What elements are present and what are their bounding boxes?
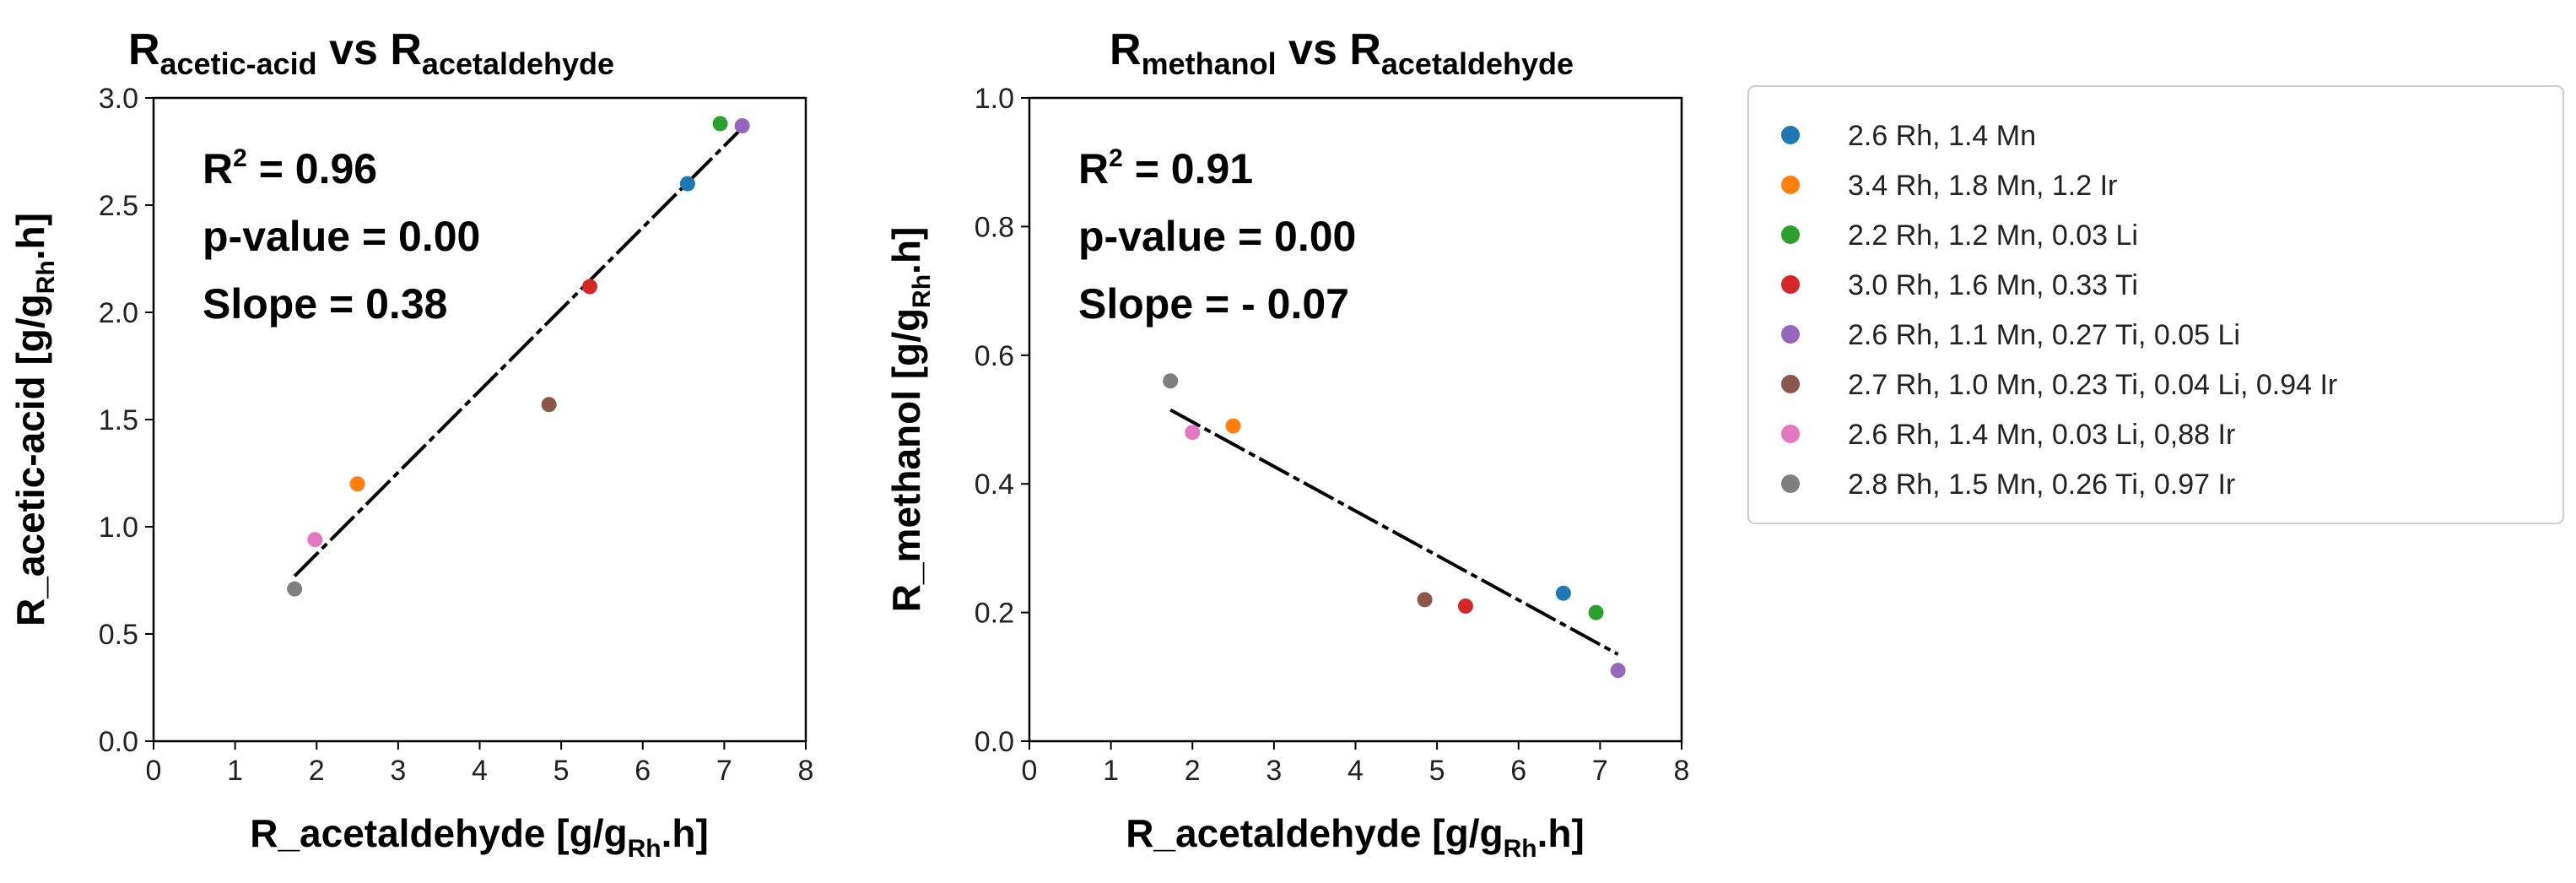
- p-value-annotation: p-value = 0.00: [203, 213, 480, 260]
- y-tick-label: 1.0: [99, 512, 138, 544]
- x-tick-label: 6: [635, 755, 651, 787]
- x-tick-label: 2: [1185, 755, 1201, 787]
- slope-annotation: Slope = 0.38: [203, 280, 447, 328]
- legend-marker: [1781, 375, 1800, 393]
- x-axis-label: R_acetaldehyde [g/gRh.h]: [250, 811, 709, 863]
- y-tick-label: 0.4: [975, 469, 1014, 501]
- legend-frame: [1747, 85, 2564, 524]
- legend-label: 2.7 Rh, 1.0 Mn, 0.23 Ti, 0.04 Li, 0.94 I…: [1848, 369, 2337, 401]
- legend-label: 2.6 Rh, 1.4 Mn: [1848, 120, 2036, 152]
- x-ticks: 0 1 2 3 4 5 6 7 8: [146, 741, 814, 787]
- data-point: [1588, 604, 1604, 620]
- y-axis-label: R_methanol [g/gRh.h]: [884, 227, 936, 613]
- regression-line: [1169, 408, 1619, 656]
- x-tick-label: 1: [1103, 755, 1119, 787]
- data-point: [734, 118, 750, 134]
- y-tick-label: 0.6: [975, 340, 1014, 372]
- data-point: [1457, 598, 1473, 614]
- data-point: [541, 397, 557, 413]
- x-tick-label: 4: [472, 755, 488, 787]
- legend-marker: [1781, 275, 1800, 294]
- legend-label: 2.8 Rh, 1.5 Mn, 0.26 Ti, 0.97 Ir: [1848, 469, 2235, 501]
- x-tick-label: 7: [716, 755, 732, 787]
- p-value-annotation: p-value = 0.00: [1078, 213, 1356, 260]
- y-tick-label: 2.5: [99, 190, 138, 222]
- legend-marker: [1781, 425, 1800, 443]
- y-axis-label: R_acetic-acid [g/gRh.h]: [8, 213, 60, 626]
- legend-marker: [1781, 474, 1800, 493]
- x-tick-label: 7: [1592, 755, 1608, 787]
- y-tick-label: 1.0: [975, 83, 1014, 115]
- plot-frame: [152, 96, 807, 743]
- slope-annotation: Slope = - 0.07: [1078, 280, 1349, 328]
- legend-marker: [1781, 225, 1800, 244]
- x-tick-label: 3: [390, 755, 406, 787]
- legend-label: 3.4 Rh, 1.8 Mn, 1.2 Ir: [1848, 170, 2117, 202]
- data-point: [349, 476, 365, 492]
- methanol-plot: Rmethanol vs Racetaldehyde 0 1 2 3 4 5 6 7 8 0.0…: [884, 25, 1689, 863]
- r-squared-annotation: R2 = 0.96: [203, 144, 377, 192]
- legend-label: 2.2 Rh, 1.2 Mn, 0.03 Li: [1848, 219, 2138, 252]
- y-tick-label: 0.8: [975, 211, 1014, 243]
- legend-marker: [1781, 126, 1800, 144]
- x-tick-label: 1: [227, 755, 243, 787]
- x-axis-label: R_acetaldehyde [g/gRh.h]: [1126, 811, 1585, 863]
- plot-title: Rmethanol vs Racetaldehyde: [1110, 25, 1574, 81]
- data-point: [712, 116, 728, 132]
- legend-marker: [1781, 325, 1800, 344]
- x-tick-label: 0: [146, 755, 162, 787]
- data-point: [1163, 373, 1179, 389]
- x-tick-label: 8: [1674, 755, 1690, 787]
- x-tick-label: 4: [1347, 755, 1364, 787]
- x-tick-label: 3: [1266, 755, 1282, 787]
- legend: 2.6 Rh, 1.4 Mn 3.4 Rh, 1.8 Mn, 1.2 Ir 2.2 …: [1747, 85, 2564, 524]
- data-point: [1555, 585, 1571, 601]
- legend-label: 2.6 Rh, 1.1 Mn, 0.27 Ti, 0.05 Li: [1848, 319, 2240, 351]
- legend-marker: [1781, 176, 1800, 194]
- data-point: [679, 176, 695, 192]
- r-squared-annotation: R2 = 0.91: [1078, 144, 1253, 192]
- legend-items: 2.6 Rh, 1.4 Mn 3.4 Rh, 1.8 Mn, 1.2 Ir 2.2 …: [1781, 120, 2337, 501]
- data-point: [287, 581, 303, 597]
- plot-frame: [1028, 96, 1683, 743]
- y-tick-label: 0.2: [975, 598, 1014, 630]
- y-ticks: 0.0 0.5 1.0 1.5 2.0 2.5 3.0: [99, 83, 154, 758]
- data-point: [1610, 663, 1626, 679]
- data-point: [307, 532, 323, 548]
- data-point: [581, 279, 597, 295]
- data-point: [1185, 425, 1201, 441]
- x-tick-label: 6: [1510, 755, 1526, 787]
- x-tick-label: 8: [798, 755, 814, 787]
- legend-label: 3.0 Rh, 1.6 Mn, 0.33 Ti: [1848, 269, 2138, 301]
- x-ticks: 0 1 2 3 4 5 6 7 8: [1022, 741, 1690, 787]
- data-point: [1225, 418, 1241, 434]
- y-tick-label: 0.0: [99, 726, 138, 758]
- data-points: [287, 116, 750, 597]
- x-tick-label: 5: [554, 755, 570, 787]
- plot-title: Racetic-acid vs Racetaldehyde: [128, 25, 614, 81]
- y-tick-label: 1.5: [99, 404, 138, 436]
- regression-line: [293, 127, 744, 577]
- y-tick-label: 2.0: [99, 297, 138, 329]
- y-ticks: 0.0 0.2 0.4 0.6 0.8 1.0: [975, 83, 1029, 758]
- y-tick-label: 3.0: [99, 83, 138, 115]
- data-points: [1163, 373, 1626, 679]
- legend-label: 2.6 Rh, 1.4 Mn, 0.03 Li, 0,88 Ir: [1848, 419, 2235, 451]
- x-tick-label: 2: [309, 755, 325, 787]
- data-point: [1417, 592, 1433, 608]
- y-tick-label: 0.5: [99, 619, 138, 651]
- y-tick-label: 0.0: [975, 726, 1014, 758]
- x-tick-label: 0: [1022, 755, 1038, 787]
- x-tick-label: 5: [1429, 755, 1445, 787]
